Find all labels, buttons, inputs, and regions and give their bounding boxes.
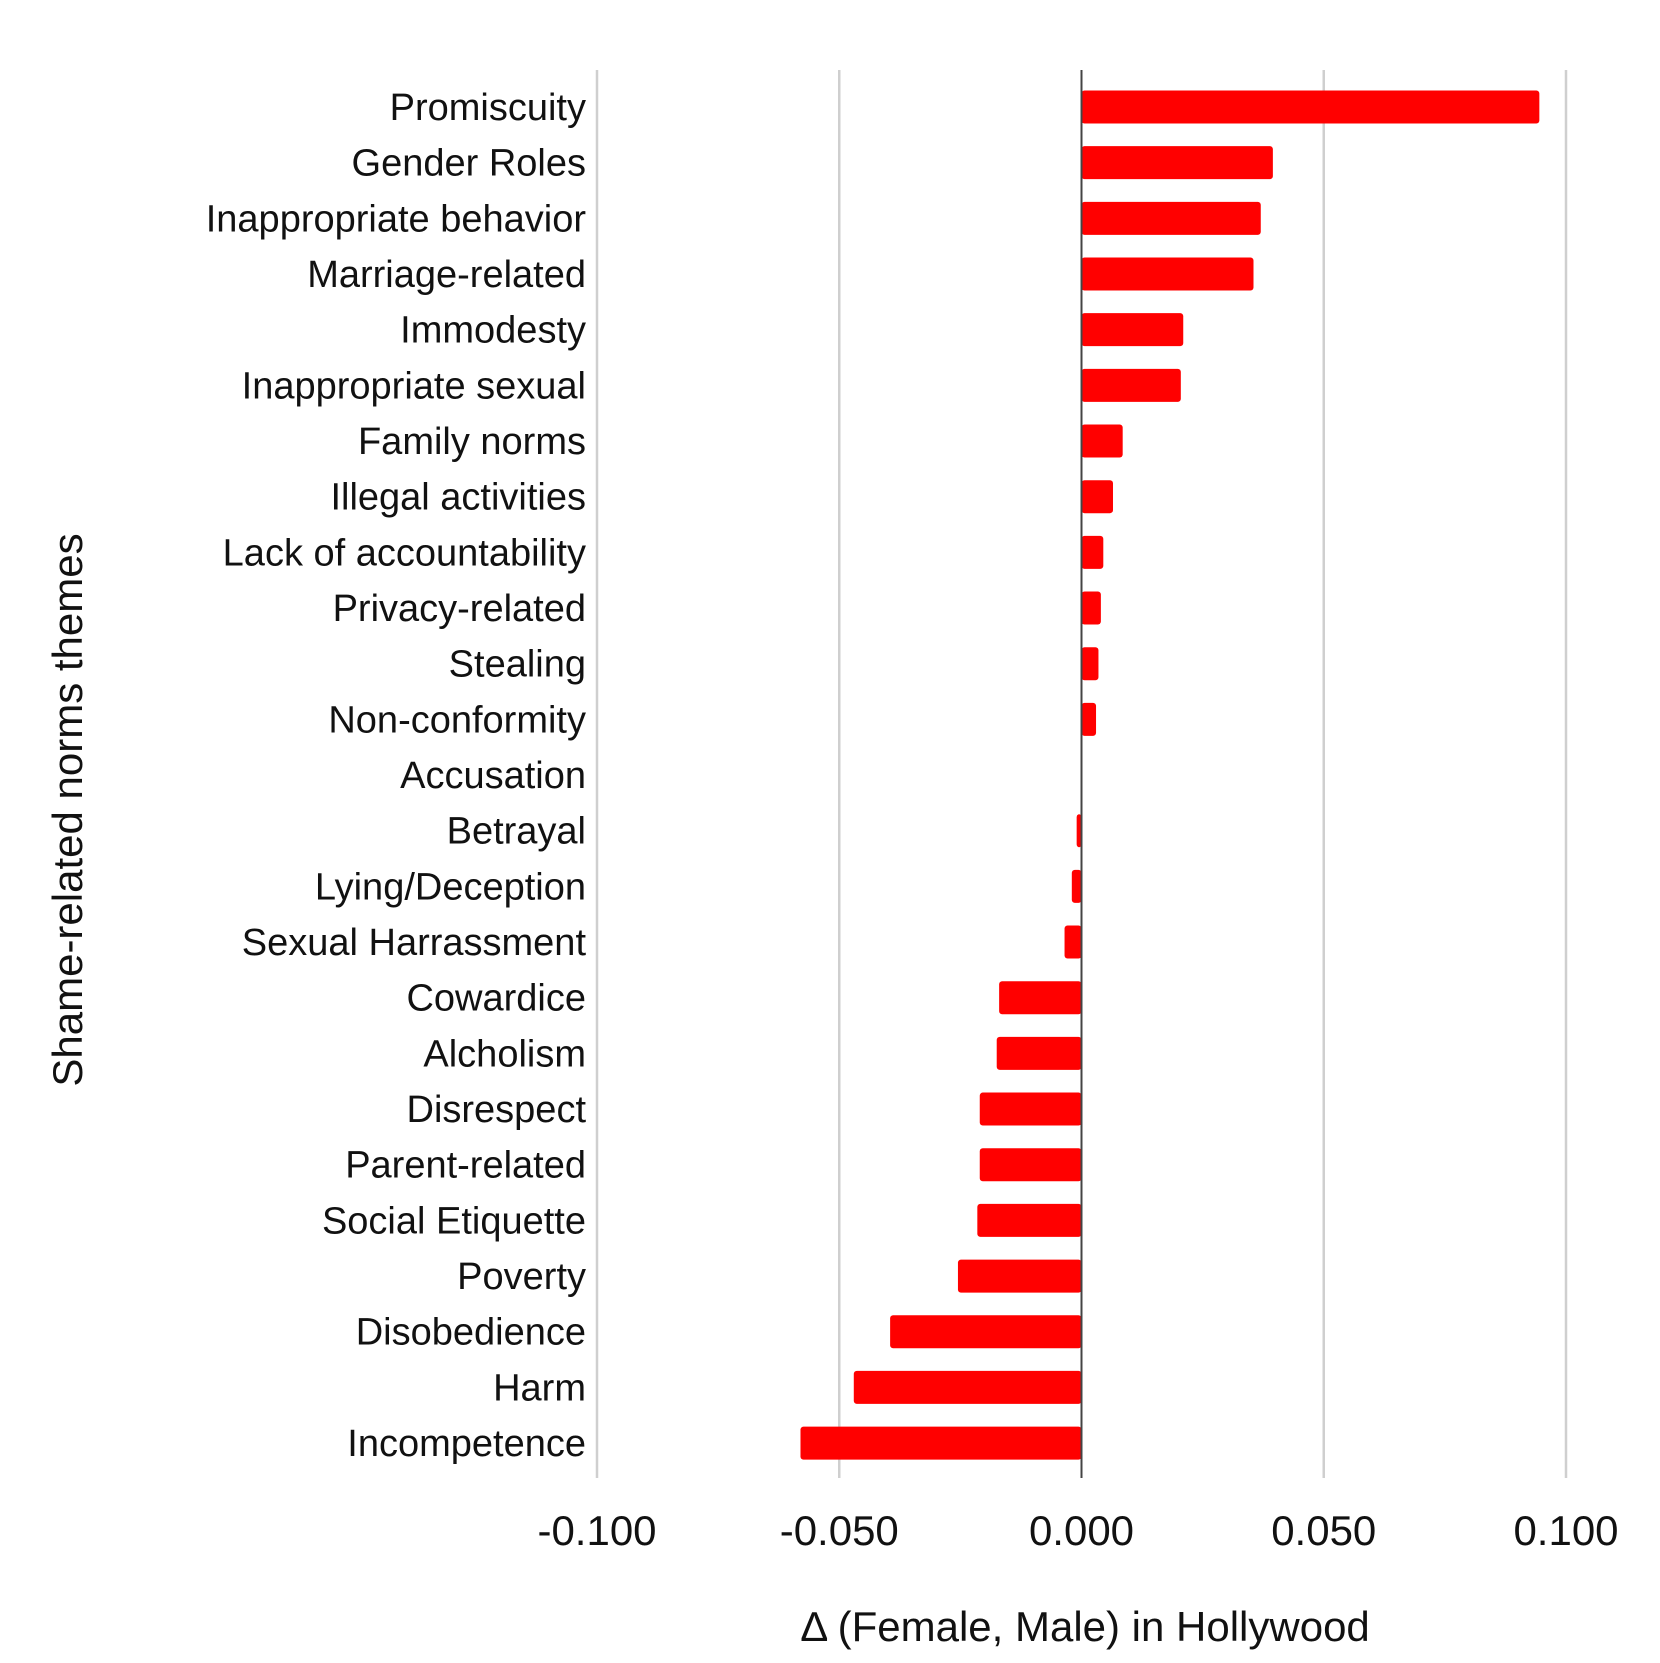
category-label: Inappropriate sexual xyxy=(242,365,586,407)
category-label: Poverty xyxy=(457,1256,586,1298)
bar-lying-deception xyxy=(1071,869,1082,903)
bar-promiscuity xyxy=(1081,90,1540,124)
category-label: Lack of accountability xyxy=(223,532,586,574)
x-tick-label: 0.100 xyxy=(1513,1507,1618,1554)
category-label: Disobedience xyxy=(356,1312,586,1354)
category-label: Illegal activities xyxy=(330,477,586,519)
category-label: Gender Roles xyxy=(352,143,586,185)
bar-parent-related xyxy=(979,1148,1082,1182)
bar-privacy-related xyxy=(1081,591,1101,625)
category-label: Betrayal xyxy=(447,811,586,853)
x-tick-label: -0.050 xyxy=(780,1507,899,1554)
bar-betrayal xyxy=(1076,814,1082,848)
bar-harm xyxy=(853,1370,1082,1404)
bar-family-norms xyxy=(1081,424,1123,458)
y-axis-title: Shame-related norms themes xyxy=(44,533,91,1086)
category-label: Alcholism xyxy=(423,1033,586,1075)
x-tick-label: 0.050 xyxy=(1271,1507,1376,1554)
category-label: Incompetence xyxy=(347,1423,586,1465)
category-label: Family norms xyxy=(358,421,586,463)
category-labels: Promiscuity Gender Roles Inappropriate beh… xyxy=(206,87,587,1465)
bar-social-etiquette xyxy=(977,1203,1082,1237)
category-label: Stealing xyxy=(449,644,586,686)
bars xyxy=(800,90,1540,1460)
category-label: Marriage-related xyxy=(307,254,586,296)
bar-sexual-harrassment xyxy=(1064,925,1082,959)
bar-non-conformity xyxy=(1081,702,1097,736)
category-label: Cowardice xyxy=(406,978,586,1020)
bar-immodesty xyxy=(1081,313,1184,347)
gridlines xyxy=(595,70,1568,1478)
bar-gender-roles xyxy=(1081,146,1273,180)
bar-inappropriate-behavior xyxy=(1081,201,1261,235)
bar-poverty xyxy=(957,1259,1082,1293)
bar-incompetence xyxy=(800,1426,1082,1460)
bar-disobedience xyxy=(890,1315,1082,1349)
category-label: Inappropriate behavior xyxy=(206,198,587,240)
category-label: Disrespect xyxy=(407,1089,587,1131)
x-tick-label: -0.100 xyxy=(537,1507,656,1554)
category-label: Social Etiquette xyxy=(322,1200,586,1242)
category-label: Harm xyxy=(493,1367,586,1409)
bar-inappropriate-sexual xyxy=(1081,368,1181,402)
bar-stealing xyxy=(1081,647,1099,681)
bar-marriage-related xyxy=(1081,257,1254,291)
category-label: Privacy-related xyxy=(333,588,586,630)
category-label: Accusation xyxy=(400,755,586,797)
bar-alcholism xyxy=(996,1036,1082,1070)
category-label: Parent-related xyxy=(345,1145,586,1187)
bar-lack-of-accountability xyxy=(1081,535,1104,569)
x-tick-labels: -0.100 -0.050 0.000 0.050 0.100 xyxy=(537,1507,1618,1554)
x-axis-title: Δ (Female, Male) in Hollywood xyxy=(800,1603,1370,1650)
category-label: Promiscuity xyxy=(390,87,586,129)
x-tick-label: 0.000 xyxy=(1029,1507,1134,1554)
category-label: Non-conformity xyxy=(328,699,586,741)
category-label: Lying/Deception xyxy=(315,866,586,908)
bar-disrespect xyxy=(979,1092,1082,1126)
bar-illegal-activities xyxy=(1081,480,1113,514)
bar-cowardice xyxy=(999,981,1082,1015)
category-label: Immodesty xyxy=(400,310,586,352)
category-label: Sexual Harrassment xyxy=(242,922,587,964)
